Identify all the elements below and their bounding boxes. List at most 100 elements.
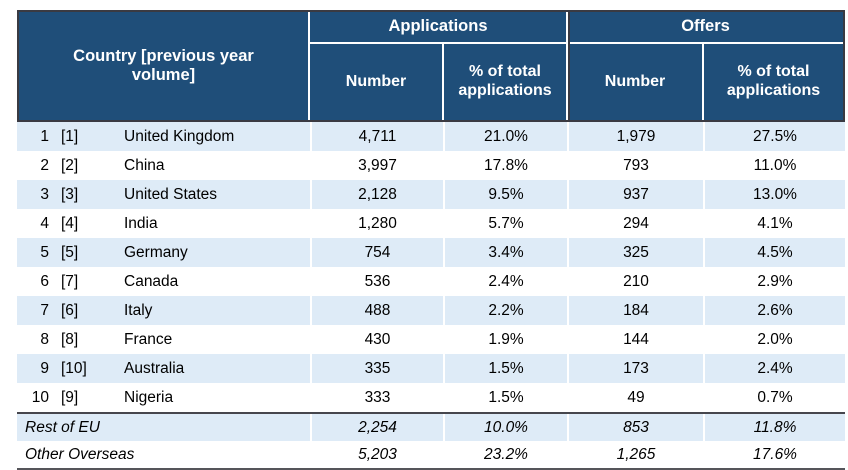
table-row: 5 [5] Germany 754 3.4% 325 4.5% — [17, 238, 845, 267]
offers-pct-cell: 2.6% — [703, 296, 845, 325]
offers-pct-cell: 2.0% — [703, 325, 845, 354]
applications-number-cell: 335 — [310, 354, 443, 383]
table-row: 7 [6] Italy 488 2.2% 184 2.6% — [17, 296, 845, 325]
applications-pct-cell: 2.4% — [443, 267, 567, 296]
applications-number-cell: 488 — [310, 296, 443, 325]
table-row: 3 [3] United States 2,128 9.5% 937 13.0% — [17, 180, 845, 209]
applications-pct-cell: 9.5% — [443, 180, 567, 209]
prev-rank-cell: [4] — [61, 214, 79, 232]
applications-pct-cell: 2.2% — [443, 296, 567, 325]
header-group-applications: Applications — [310, 12, 566, 42]
rank-cell: 9 — [17, 354, 57, 383]
country-cell: India — [124, 214, 158, 232]
prev-rank-cell: [1] — [57, 122, 107, 151]
prev-rank-cell: [2] — [61, 156, 79, 174]
applications-pct-cell: 21.0% — [443, 122, 567, 151]
applications-number-cell: 5,203 — [310, 441, 443, 468]
country-cell: Nigeria — [124, 388, 174, 406]
summary-label-cell: Other Overseas — [25, 445, 135, 463]
applications-offers-divider — [568, 12, 570, 120]
applications-pct-cell: 17.8% — [443, 151, 567, 180]
table-row: 9 [10] Australia 335 1.5% 173 2.4% — [17, 354, 845, 383]
applications-number-cell: 430 — [310, 325, 443, 354]
rank-cell: 1 — [17, 122, 57, 151]
applications-number-cell: 333 — [310, 383, 443, 412]
header-offers-pct: % of total applications — [704, 44, 843, 120]
summary-row-other-overseas: Other Overseas 5,203 23.2% 1,265 17.6% — [17, 441, 845, 470]
applications-number-cell: 2,254 — [310, 414, 443, 441]
table-row: 2 [2] China 3,997 17.8% 793 11.0% — [17, 151, 845, 180]
applications-number-cell: 4,711 — [310, 122, 443, 151]
rank-cell: 3 — [17, 180, 57, 209]
applications-number-cell: 536 — [310, 267, 443, 296]
rank-cell: 4 — [40, 214, 49, 232]
applications-pct-cell: 1.9% — [443, 325, 567, 354]
offers-number-cell: 184 — [567, 296, 703, 325]
applications-number-cell: 3,997 — [310, 151, 443, 180]
offers-number-cell: 325 — [567, 238, 703, 267]
country-cell: United States — [107, 180, 310, 209]
offers-pct-cell: 2.9% — [703, 267, 845, 296]
country-cell: China — [124, 156, 165, 174]
prev-rank-cell: [6] — [57, 296, 107, 325]
offers-number-cell: 294 — [567, 209, 703, 238]
applications-pct-cell: 23.2% — [443, 441, 567, 468]
summary-row-rest-of-eu: Rest of EU 2,254 10.0% 853 11.8% — [17, 412, 845, 441]
country-cell: Australia — [107, 354, 310, 383]
table-header: Country [previous year volume] Applicati… — [17, 10, 845, 122]
offers-pct-cell: 0.7% — [703, 383, 845, 412]
table-row: 6 [7] Canada 536 2.4% 210 2.9% — [17, 267, 845, 296]
applications-offers-table: Country [previous year volume] Applicati… — [17, 10, 845, 470]
prev-rank-cell: [7] — [61, 272, 79, 290]
offers-pct-cell: 27.5% — [703, 122, 845, 151]
offers-pct-cell: 2.4% — [703, 354, 845, 383]
offers-pct-cell: 11.0% — [703, 151, 845, 180]
offers-number-cell: 49 — [567, 383, 703, 412]
header-applications-pct: % of total applications — [444, 44, 566, 120]
offers-pct-cell: 17.6% — [703, 441, 845, 468]
rank-cell: 10 — [31, 388, 49, 406]
offers-number-cell: 173 — [567, 354, 703, 383]
country-cell: France — [124, 330, 173, 348]
country-cell: Germany — [107, 238, 310, 267]
rank-cell: 6 — [40, 272, 49, 290]
offers-pct-cell: 4.5% — [703, 238, 845, 267]
rank-cell: 8 — [40, 330, 49, 348]
applications-number-cell: 2,128 — [310, 180, 443, 209]
offers-number-cell: 210 — [567, 267, 703, 296]
applications-pct-cell: 1.5% — [443, 383, 567, 412]
header-group-offers: Offers — [568, 12, 843, 42]
prev-rank-cell: [3] — [57, 180, 107, 209]
offers-pct-cell: 13.0% — [703, 180, 845, 209]
country-cell: Italy — [107, 296, 310, 325]
table-row: 10 [9] Nigeria 333 1.5% 49 0.7% — [17, 383, 845, 412]
rank-cell: 5 — [17, 238, 57, 267]
summary-label-cell: Rest of EU — [17, 414, 310, 441]
country-cell: Canada — [124, 272, 179, 290]
applications-pct-cell: 3.4% — [443, 238, 567, 267]
prev-rank-cell: [8] — [61, 330, 79, 348]
applications-pct-cell: 1.5% — [443, 354, 567, 383]
table-row: 8 [8] France 430 1.9% 144 2.0% — [17, 325, 845, 354]
header-offers-number: Number — [568, 44, 702, 120]
offers-pct-cell: 11.8% — [703, 414, 845, 441]
applications-pct-cell: 5.7% — [443, 209, 567, 238]
offers-number-cell: 1,979 — [567, 122, 703, 151]
applications-pct-cell: 10.0% — [443, 414, 567, 441]
applications-number-cell: 754 — [310, 238, 443, 267]
prev-rank-cell: [10] — [57, 354, 107, 383]
table-row: 1 [1] United Kingdom 4,711 21.0% 1,979 2… — [17, 122, 845, 151]
offers-number-cell: 144 — [567, 325, 703, 354]
prev-rank-cell: [9] — [61, 388, 79, 406]
offers-number-cell: 793 — [567, 151, 703, 180]
applications-number-cell: 1,280 — [310, 209, 443, 238]
offers-pct-cell: 4.1% — [703, 209, 845, 238]
rank-cell: 7 — [17, 296, 57, 325]
table-row: 4 [4] India 1,280 5.7% 294 4.1% — [17, 209, 845, 238]
offers-number-cell: 1,265 — [567, 441, 703, 468]
header-applications-number: Number — [310, 44, 442, 120]
country-cell: United Kingdom — [107, 122, 310, 151]
offers-number-cell: 937 — [567, 180, 703, 209]
offers-number-cell: 853 — [567, 414, 703, 441]
